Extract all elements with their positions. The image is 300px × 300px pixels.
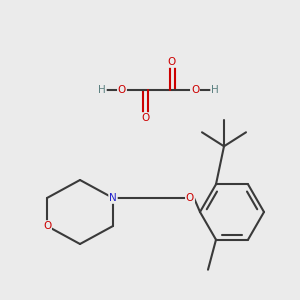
Text: O: O xyxy=(141,113,149,123)
Text: H: H xyxy=(211,85,219,95)
Text: O: O xyxy=(168,57,176,67)
Text: H: H xyxy=(98,85,106,95)
Text: N: N xyxy=(109,193,117,203)
Text: O: O xyxy=(118,85,126,95)
Text: O: O xyxy=(191,85,199,95)
Text: O: O xyxy=(186,193,194,203)
Text: O: O xyxy=(43,221,51,231)
